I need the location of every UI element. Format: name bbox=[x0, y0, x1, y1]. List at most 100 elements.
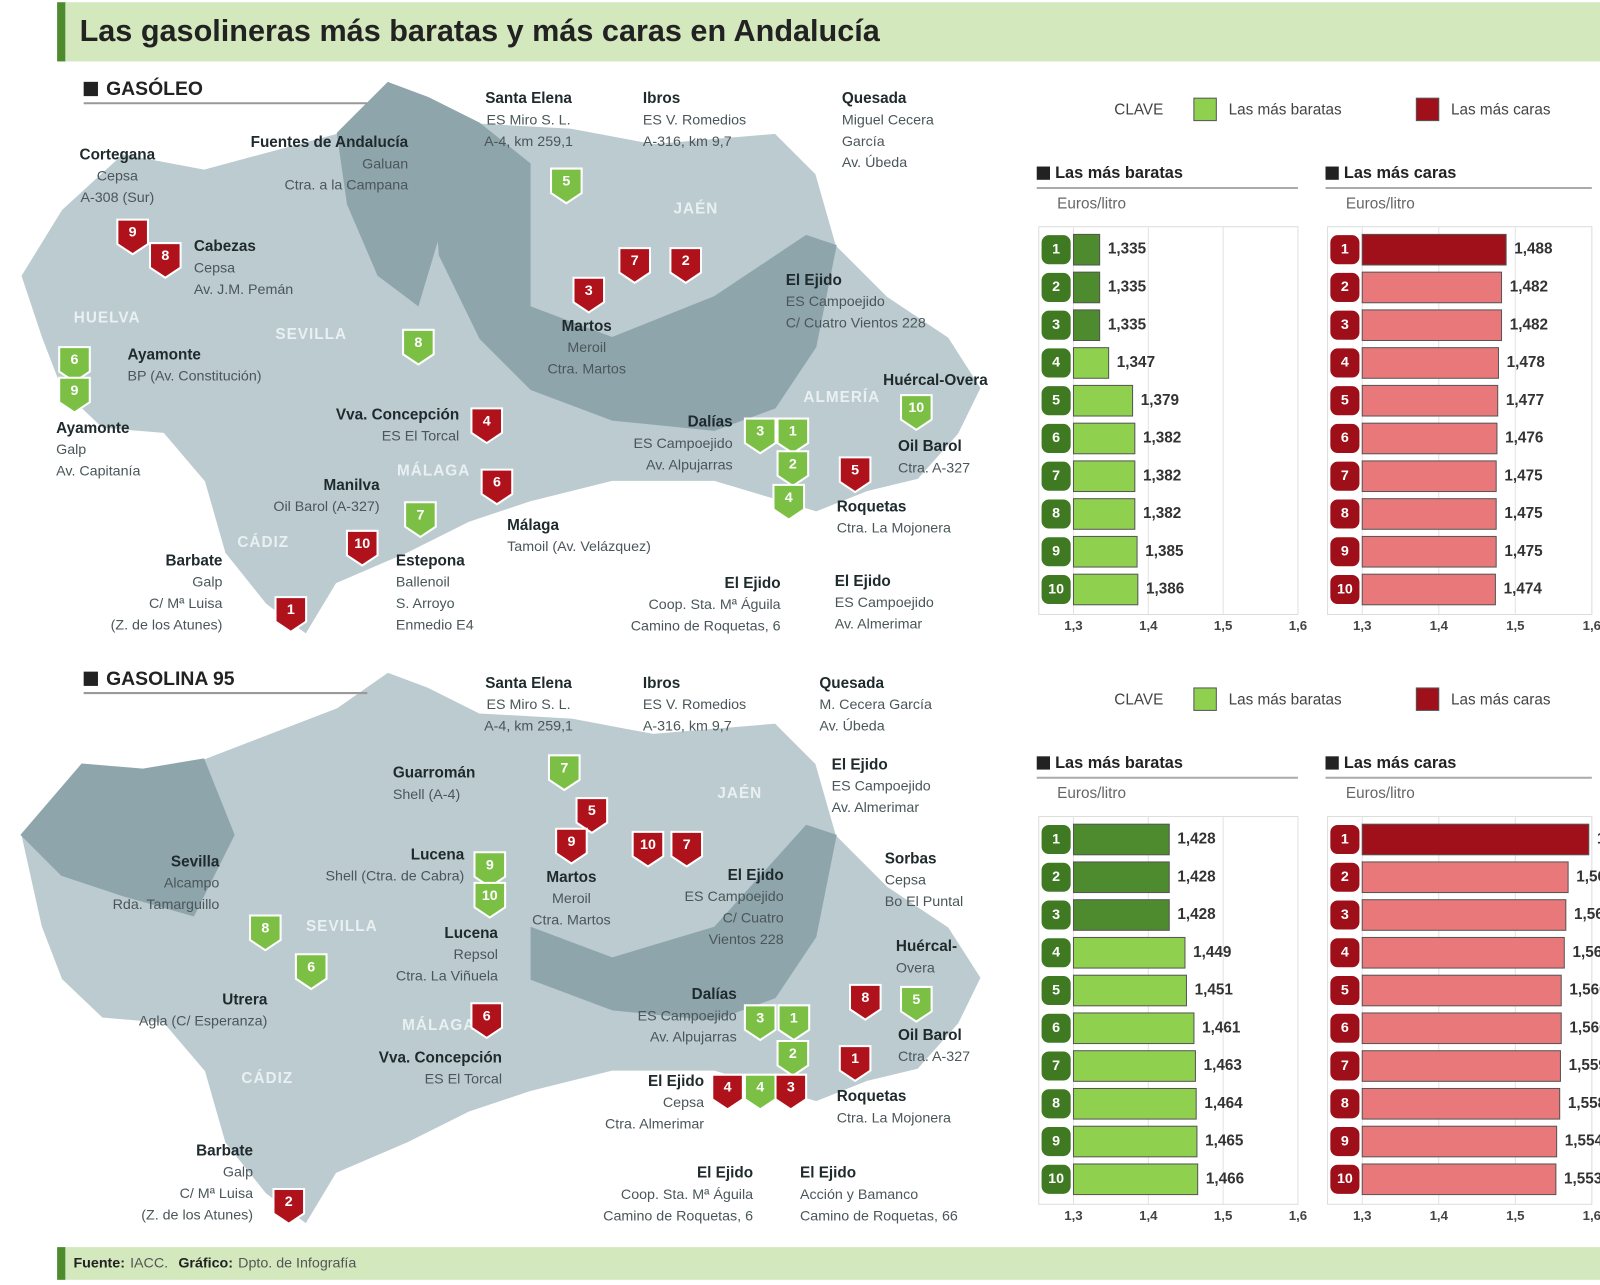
rank-badge bbox=[1040, 898, 1073, 932]
province-label: CÁDIZ bbox=[241, 1070, 293, 1087]
place-name: Huércal- bbox=[896, 938, 957, 955]
title-bullet bbox=[1036, 166, 1050, 180]
province-label: MÁLAGA bbox=[402, 1017, 475, 1034]
marker: 8 bbox=[402, 328, 435, 366]
bar bbox=[1072, 233, 1101, 266]
rank-label: 10 bbox=[1337, 581, 1353, 597]
place-detail: A-4, km 259,1 bbox=[484, 719, 573, 735]
bar bbox=[1072, 384, 1134, 417]
x-tick-label: 1,3 bbox=[1064, 618, 1082, 633]
marker-label: 1 bbox=[790, 1010, 798, 1026]
marker: 1 bbox=[777, 1004, 811, 1042]
place-name: Santa Elena bbox=[485, 675, 572, 692]
rank-badge bbox=[1328, 974, 1361, 1007]
marker-pin bbox=[776, 450, 810, 488]
bar bbox=[1361, 535, 1497, 568]
place-detail: ES Campoejido bbox=[634, 436, 733, 452]
rank-badge bbox=[1040, 573, 1073, 606]
marker-label: 4 bbox=[724, 1080, 732, 1096]
value-label: 1,385 bbox=[1145, 543, 1184, 560]
place-detail: Cepsa bbox=[97, 169, 138, 185]
value-label: 1,386 bbox=[1146, 581, 1184, 598]
place-name: Barbate bbox=[165, 552, 222, 569]
value-label: 1,335 bbox=[1108, 316, 1147, 333]
legend-swatch bbox=[1193, 97, 1217, 122]
value-label: 1,478 bbox=[1507, 354, 1546, 371]
x-tick-label: 1,4 bbox=[1139, 618, 1158, 633]
chart-title: Las más baratas bbox=[1055, 164, 1183, 182]
bar bbox=[1361, 1012, 1562, 1045]
rank-label: 9 bbox=[1052, 544, 1060, 560]
marker-pin bbox=[900, 985, 933, 1023]
marker-label: 1 bbox=[287, 602, 295, 618]
x-tick-label: 1,5 bbox=[1214, 618, 1232, 633]
rank-label: 3 bbox=[1052, 317, 1060, 333]
place-detail: ES Miro S. L. bbox=[487, 697, 571, 713]
bar bbox=[1072, 1087, 1197, 1120]
marker-label: 4 bbox=[756, 1080, 764, 1096]
marker-pin bbox=[547, 754, 581, 792]
value-label: 1,451 bbox=[1195, 982, 1234, 999]
bar bbox=[1072, 422, 1136, 455]
region-dark bbox=[20, 758, 235, 917]
province-label: JAÉN bbox=[673, 200, 718, 217]
x-tick-label: 1,3 bbox=[1064, 1208, 1082, 1223]
province-label: HUELVA bbox=[74, 310, 141, 327]
place-name: Barbate bbox=[196, 1142, 253, 1159]
rank-badge bbox=[1040, 1163, 1073, 1196]
place-name: El Ejido bbox=[832, 757, 888, 774]
place-detail: C/ Mª Luisa bbox=[180, 1186, 254, 1202]
marker: 10 bbox=[900, 394, 933, 432]
chart-subtitle: Euros/litro bbox=[1346, 195, 1415, 212]
marker: 7 bbox=[547, 754, 581, 792]
marker-pin bbox=[774, 1073, 808, 1111]
marker: 3 bbox=[572, 276, 606, 314]
rank-label: 2 bbox=[1052, 869, 1060, 885]
value-label: 1,428 bbox=[1177, 831, 1216, 848]
marker-label: 2 bbox=[682, 253, 690, 269]
rank-badge bbox=[1040, 974, 1073, 1007]
rank-label: 9 bbox=[1341, 1133, 1349, 1149]
marker-label: 5 bbox=[851, 462, 859, 478]
value-label: 1,382 bbox=[1143, 430, 1181, 447]
marker-pin bbox=[772, 483, 806, 521]
place-name: Roquetas bbox=[837, 498, 907, 515]
marker: 6 bbox=[470, 1002, 504, 1040]
place-name: Ayamonte bbox=[128, 346, 201, 363]
bar bbox=[1072, 974, 1187, 1007]
marker-label: 2 bbox=[285, 1194, 293, 1210]
province-label: SEVILLA bbox=[275, 326, 347, 343]
place-detail: Agla (C/ Esperanza) bbox=[139, 1013, 267, 1029]
marker-pin bbox=[272, 1187, 306, 1225]
rank-label: 5 bbox=[1341, 982, 1349, 998]
place-detail: Acción y Bamanco bbox=[800, 1187, 918, 1203]
bar bbox=[1072, 573, 1139, 606]
rank-label: 9 bbox=[1052, 1133, 1060, 1149]
marker: 8 bbox=[148, 242, 182, 279]
place-name: El Ejido bbox=[648, 1073, 704, 1090]
x-tick-label: 1,4 bbox=[1139, 1208, 1158, 1223]
place-detail: Ctra. a la Campana bbox=[284, 178, 408, 194]
province-label: MÁLAGA bbox=[397, 463, 470, 480]
marker: 10 bbox=[345, 529, 379, 567]
marker-label: 10 bbox=[640, 837, 656, 853]
place-detail: Av. Almerimar bbox=[832, 800, 920, 816]
place-detail: BP (Av. Constitución) bbox=[128, 369, 262, 385]
title-bullet bbox=[1325, 756, 1339, 770]
rank-label: 3 bbox=[1341, 317, 1349, 333]
place-name: Estepona bbox=[396, 552, 465, 569]
value-label: 1,477 bbox=[1506, 392, 1544, 409]
title: Las gasolineras más baratas y más caras … bbox=[80, 14, 881, 48]
place-detail: M. Cecera García bbox=[819, 697, 932, 713]
place-detail: Overa bbox=[896, 960, 935, 976]
marker-label: 9 bbox=[71, 383, 79, 399]
marker-label: 5 bbox=[562, 174, 570, 190]
marker: 1 bbox=[838, 1045, 872, 1083]
place-detail: Ctra. A-327 bbox=[898, 460, 970, 476]
x-tick-label: 1,3 bbox=[1353, 618, 1371, 633]
place-detail: Ctra. La Viñuela bbox=[396, 969, 498, 985]
bar bbox=[1072, 936, 1186, 969]
rank-label: 5 bbox=[1052, 982, 1060, 998]
marker-label: 6 bbox=[483, 1008, 491, 1024]
rank-badge bbox=[1040, 1049, 1073, 1083]
